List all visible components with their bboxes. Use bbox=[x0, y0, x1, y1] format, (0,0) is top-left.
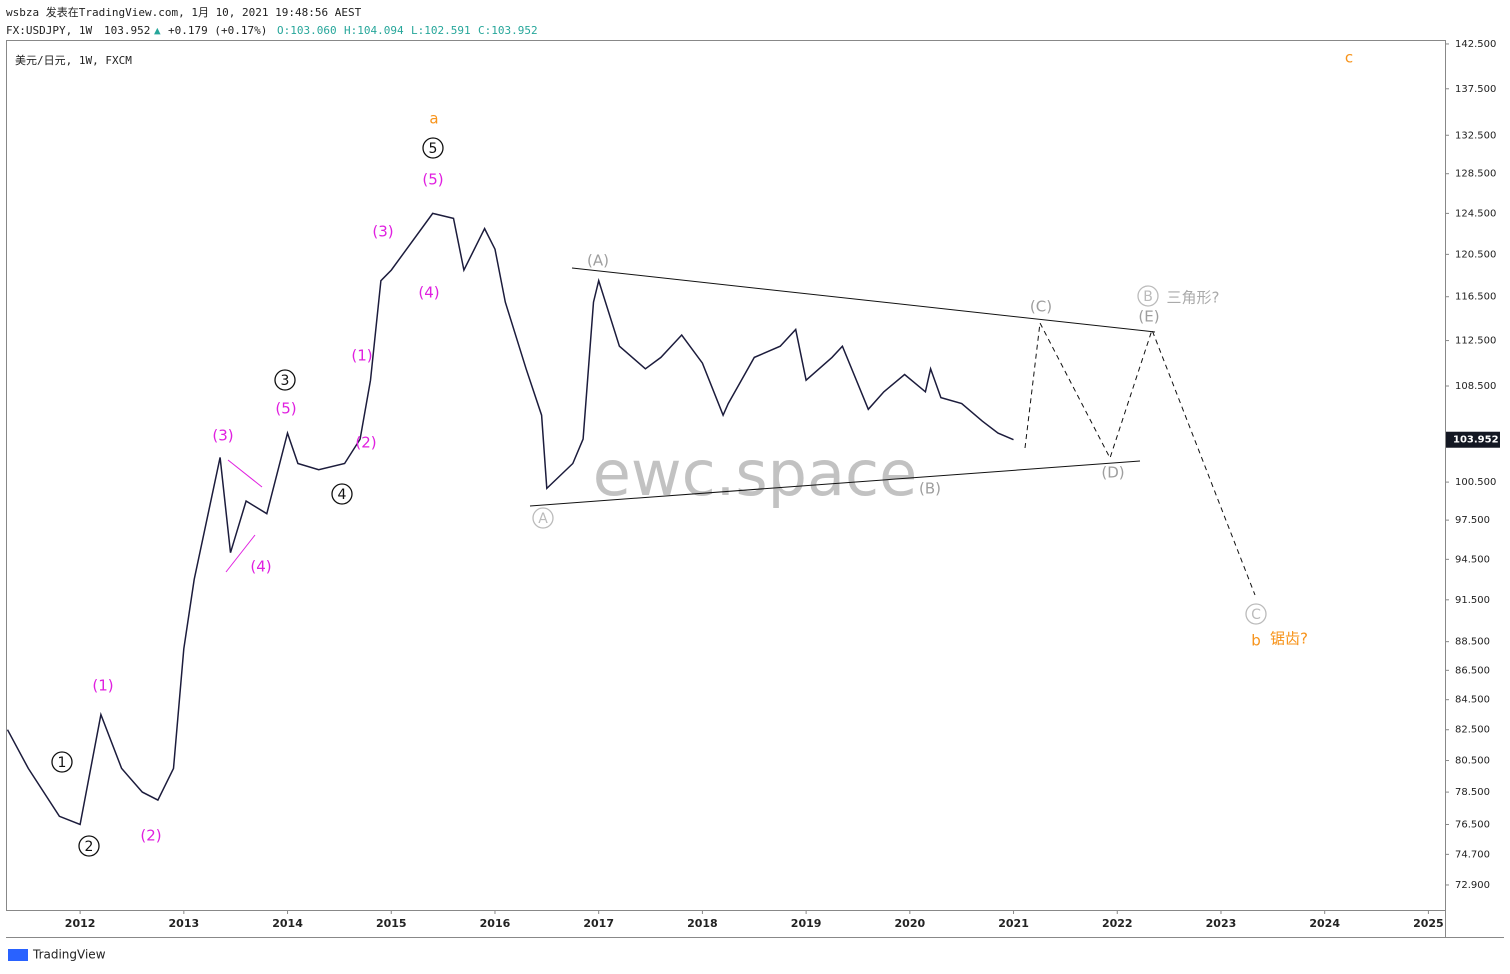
wave-label: c bbox=[1345, 49, 1353, 67]
x-tick-label: 2015 bbox=[376, 917, 407, 930]
price-tag bbox=[1446, 431, 1500, 448]
wave-label: (3) bbox=[372, 223, 393, 241]
x-tick-label: 2017 bbox=[583, 917, 614, 930]
y-tick-label: 86.500 bbox=[1455, 665, 1490, 676]
y-tick-label: 128.500 bbox=[1455, 169, 1496, 180]
wave-label: (3) bbox=[212, 427, 233, 445]
y-tick-label: 82.500 bbox=[1455, 725, 1490, 736]
wave-label: A bbox=[538, 511, 548, 527]
y-tick-label: 142.500 bbox=[1455, 39, 1496, 50]
wave-circle bbox=[274, 369, 296, 391]
ohlc: O:103.060 bbox=[277, 24, 337, 37]
y-tick-label: 80.500 bbox=[1455, 756, 1490, 767]
wave-label: (4) bbox=[250, 558, 271, 576]
wave-drawings bbox=[225, 267, 1256, 596]
triangle-line bbox=[225, 534, 256, 573]
wave-circle bbox=[331, 483, 353, 505]
wave-label: 锯齿? bbox=[1270, 630, 1308, 648]
symbol: FX:USDJPY, 1W bbox=[6, 24, 92, 37]
x-tick-label: 2019 bbox=[791, 917, 822, 930]
brand: TradingView bbox=[32, 948, 106, 962]
x-tick-label: 2024 bbox=[1309, 917, 1340, 930]
x-tick-label: 2025 bbox=[1413, 917, 1444, 930]
y-tick-label: 124.500 bbox=[1455, 208, 1496, 219]
y-tick-label: 91.500 bbox=[1455, 595, 1490, 606]
y-tick-label: 74.700 bbox=[1455, 849, 1490, 860]
y-tick-label: 100.500 bbox=[1455, 477, 1496, 488]
wave-label: (A) bbox=[587, 252, 609, 270]
wave-label: B bbox=[1143, 289, 1153, 305]
wave-label: (2) bbox=[140, 827, 161, 845]
trendline bbox=[529, 460, 1141, 507]
wave-label: (1) bbox=[92, 677, 113, 695]
x-tick-label: 2018 bbox=[687, 917, 718, 930]
wave-circle bbox=[532, 507, 554, 529]
y-tick-label: 108.500 bbox=[1455, 381, 1496, 392]
wave-label: a bbox=[429, 110, 438, 128]
y-tick-label: 137.500 bbox=[1455, 84, 1496, 95]
y-tick-label: 120.500 bbox=[1455, 249, 1496, 260]
wave-circle bbox=[1245, 603, 1267, 625]
wave-label: (5) bbox=[275, 400, 296, 418]
x-tick-label: 2020 bbox=[895, 917, 926, 930]
change: +0.179 (+0.17%) bbox=[168, 24, 267, 37]
brand-logo bbox=[8, 949, 28, 961]
wave-label: (2) bbox=[355, 434, 376, 452]
wave-label: 5 bbox=[429, 141, 438, 157]
y-tick-label: 78.500 bbox=[1455, 787, 1490, 798]
y-tick-label: 132.500 bbox=[1455, 130, 1496, 141]
wave-label: 4 bbox=[338, 487, 347, 503]
wave-label: 三角形? bbox=[1167, 289, 1220, 307]
x-tick-label: 2023 bbox=[1206, 917, 1237, 930]
wave-label: (E) bbox=[1138, 308, 1159, 326]
wave-circle bbox=[422, 137, 444, 159]
x-tick-label: 2022 bbox=[1102, 917, 1133, 930]
triangle-line bbox=[227, 459, 263, 488]
x-tick-label: 2021 bbox=[998, 917, 1029, 930]
trendline bbox=[571, 267, 1156, 333]
wave-label: (B) bbox=[919, 480, 941, 498]
wave-label: C bbox=[1251, 607, 1261, 623]
y-tick-label: 72.900 bbox=[1455, 880, 1490, 891]
ohlc: L:102.591 bbox=[411, 24, 471, 37]
watermark: ewc.space bbox=[593, 437, 918, 510]
y-tick-label: 76.500 bbox=[1455, 819, 1490, 830]
x-tick-label: 2014 bbox=[272, 917, 303, 930]
y-tick-label: 94.500 bbox=[1455, 554, 1490, 565]
x-tick-label: 2013 bbox=[169, 917, 200, 930]
y-tick-label: 84.500 bbox=[1455, 695, 1490, 706]
y-tick-label: 116.500 bbox=[1455, 292, 1496, 303]
x-tick-label: 2016 bbox=[480, 917, 511, 930]
wave-label: 1 bbox=[58, 755, 67, 771]
y-tick-label: 97.500 bbox=[1455, 515, 1490, 526]
price-tag-label: 103.952 bbox=[1453, 435, 1499, 446]
wave-label: 2 bbox=[85, 839, 94, 855]
wave-label: 3 bbox=[281, 373, 290, 389]
wave-circle bbox=[1137, 285, 1159, 307]
publisher: wsbza 发表在TradingView.com, 1月 10, 2021 19… bbox=[6, 5, 362, 19]
ohlc: H:104.094 bbox=[344, 24, 404, 37]
wave-circle bbox=[51, 751, 73, 773]
last: 103.952 bbox=[104, 24, 150, 37]
y-tick-label: 112.500 bbox=[1455, 336, 1496, 347]
wave-label: (D) bbox=[1101, 464, 1124, 482]
wave-label: (1) bbox=[351, 347, 372, 365]
chart-title: 美元/日元, 1W, FXCM bbox=[15, 54, 132, 67]
x-tick-label: 2012 bbox=[65, 917, 96, 930]
ohlc: C:103.952 bbox=[478, 24, 538, 37]
arrow: ▲ bbox=[154, 24, 161, 37]
projection bbox=[1024, 321, 1256, 596]
wave-label: (4) bbox=[418, 284, 439, 302]
price-line bbox=[6, 212, 1014, 826]
wave-circle bbox=[78, 835, 100, 857]
y-tick-label: 88.500 bbox=[1455, 637, 1490, 648]
wave-label: (5) bbox=[422, 171, 443, 189]
wave-label: (C) bbox=[1030, 298, 1052, 316]
wave-label: b bbox=[1251, 632, 1261, 650]
